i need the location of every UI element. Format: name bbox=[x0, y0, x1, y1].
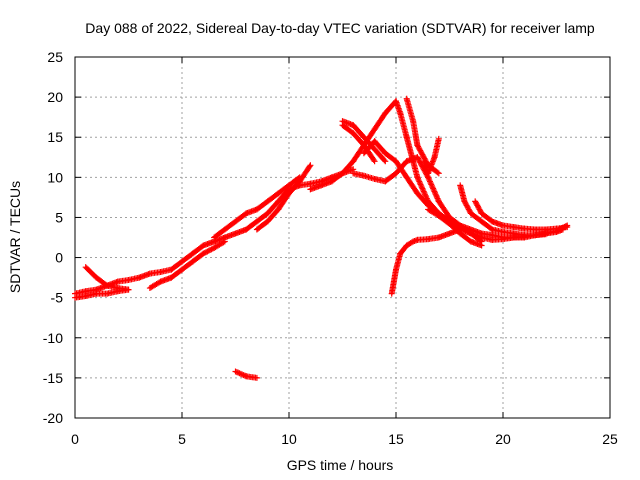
data-point bbox=[239, 371, 246, 378]
data-point bbox=[408, 239, 415, 246]
x-tick-label: 10 bbox=[281, 431, 297, 447]
data-point bbox=[237, 370, 244, 377]
series-track-8 bbox=[307, 98, 399, 193]
data-point bbox=[564, 224, 571, 231]
data-point bbox=[434, 169, 441, 176]
y-tick-label: -20 bbox=[43, 410, 63, 426]
data-point bbox=[156, 279, 163, 286]
data-point bbox=[233, 369, 240, 376]
y-tick-label: 25 bbox=[47, 49, 63, 65]
series-track-4 bbox=[146, 238, 228, 292]
x-axis-label: GPS time / hours bbox=[287, 457, 394, 473]
x-tick-label: 25 bbox=[602, 431, 618, 447]
data-point bbox=[235, 369, 242, 376]
x-tick-label: 0 bbox=[71, 431, 79, 447]
y-tick-label: -5 bbox=[51, 290, 64, 306]
y-tick-label: -10 bbox=[43, 330, 63, 346]
data-point bbox=[220, 239, 227, 246]
y-tick-label: 20 bbox=[47, 89, 63, 105]
data-point bbox=[221, 238, 228, 245]
y-tick-label: 10 bbox=[47, 169, 63, 185]
data-point bbox=[240, 372, 247, 379]
data-point bbox=[102, 281, 109, 288]
y-axis-label: SDTVAR / TECUs bbox=[7, 181, 23, 293]
series-track-3 bbox=[72, 286, 132, 301]
data-point bbox=[253, 374, 260, 381]
data-point bbox=[125, 286, 132, 293]
series-track-15 bbox=[388, 226, 464, 297]
x-tick-label: 15 bbox=[388, 431, 404, 447]
data-point bbox=[435, 135, 442, 142]
data-point bbox=[371, 158, 378, 165]
data-point bbox=[236, 370, 243, 377]
data-point bbox=[306, 163, 313, 170]
series-track-19 bbox=[425, 206, 485, 249]
data-point bbox=[307, 162, 314, 169]
data-point bbox=[435, 170, 442, 177]
tick-labels: 0 5 10 15 20 25 -20 -15 -10 -5 0 5 10 15 20 25 bbox=[43, 49, 618, 447]
chart-title: Day 088 of 2022, Sidereal Day-to-day VTE… bbox=[85, 20, 595, 36]
grid bbox=[75, 57, 610, 418]
data-point bbox=[478, 242, 485, 249]
plot-frame bbox=[74, 56, 611, 419]
y-tick-label: 0 bbox=[55, 250, 63, 266]
series-track-5 bbox=[211, 174, 303, 241]
y-tick-label: 15 bbox=[47, 129, 63, 145]
data-point bbox=[232, 368, 239, 375]
series-track-14 bbox=[420, 135, 442, 177]
series-track-7 bbox=[232, 368, 260, 381]
data-point bbox=[381, 157, 388, 164]
y-tick-label: -15 bbox=[43, 370, 63, 386]
x-tick-label: 5 bbox=[178, 431, 186, 447]
axis-ticks bbox=[74, 56, 611, 419]
data-marks bbox=[72, 95, 571, 381]
series-track-18 bbox=[472, 198, 571, 233]
series-track-6 bbox=[253, 162, 314, 233]
y-tick-label: 5 bbox=[55, 209, 63, 225]
data-point bbox=[382, 158, 389, 165]
series-track-17 bbox=[457, 182, 549, 239]
data-point bbox=[241, 372, 248, 379]
x-tick-label: 20 bbox=[495, 431, 511, 447]
series-track-20 bbox=[339, 122, 378, 165]
data-point bbox=[370, 157, 377, 164]
data-point bbox=[488, 225, 495, 232]
